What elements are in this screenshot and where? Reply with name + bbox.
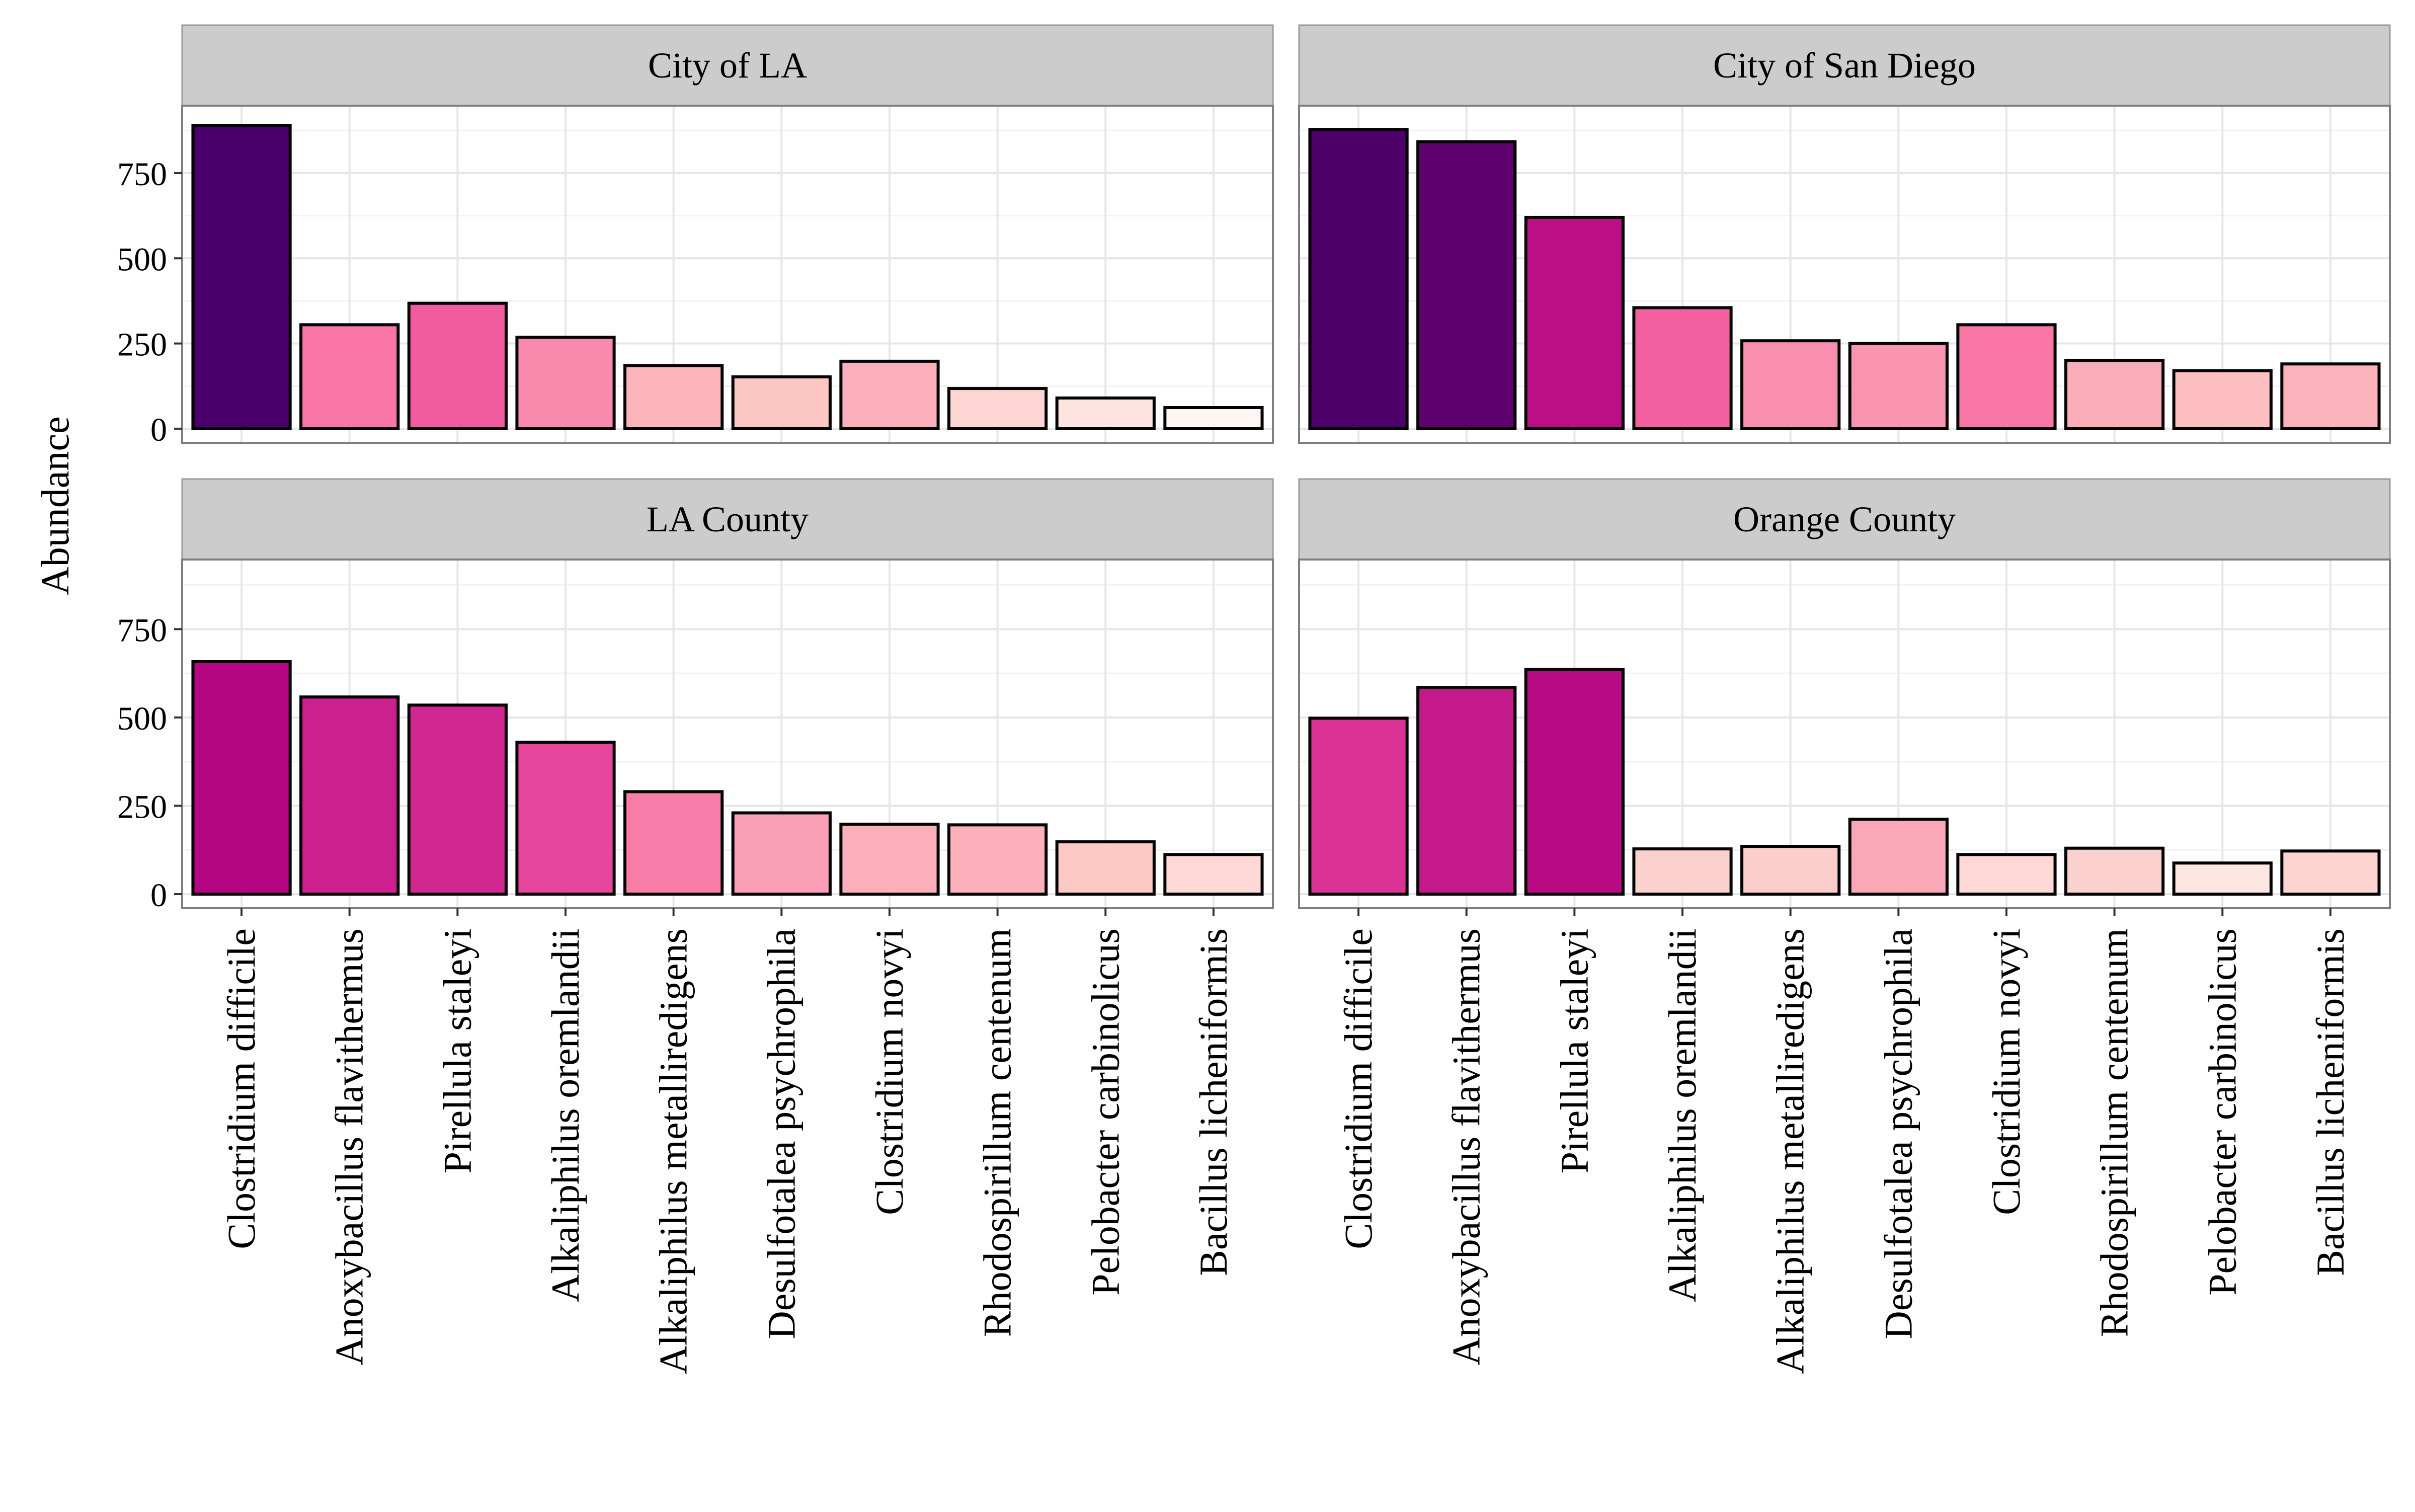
bar-orange-county-7: [2064, 846, 2165, 896]
panel-title-city-of-la: City of LA: [648, 45, 807, 86]
bar-orange-county-6: [1956, 853, 2057, 896]
bar-city-of-la-1: [299, 323, 400, 430]
panel-border-city-of-la: [181, 105, 1274, 444]
x-tick-label-la-county-1: Anoxybacillus flavithermus: [328, 928, 371, 1366]
x-tick-label-orange-county-8: Pelobacter carbinolicus: [2200, 928, 2244, 1296]
bar-orange-county-0: [1308, 717, 1409, 896]
bar-city-of-la-5: [731, 375, 832, 431]
bar-city-of-la-0: [191, 124, 292, 430]
bar-city-of-la-4: [623, 364, 724, 431]
bar-la-county-1: [299, 695, 400, 896]
bar-city-of-san-diego-8: [2172, 369, 2273, 430]
x-tick-label-la-county-7: Rhodospirillum centenum: [976, 928, 1019, 1337]
bar-city-of-la-8: [1055, 396, 1156, 431]
bar-la-county-8: [1055, 840, 1156, 896]
bar-city-of-san-diego-0: [1308, 128, 1409, 430]
bar-orange-county-1: [1416, 686, 1517, 896]
x-tick-label-la-county-3: Alkaliphilus oremlandii: [543, 928, 587, 1302]
x-tick-label-la-county-2: Pirellula staleyi: [435, 928, 479, 1173]
x-tick-label-orange-county-9: Bacillus licheniformis: [2308, 928, 2352, 1276]
x-tick-label-la-county-6: Clostridium novyi: [867, 928, 911, 1215]
panel-title-la-county: LA County: [647, 499, 809, 539]
strip-city-of-san-diego: [1298, 24, 2391, 107]
strip-la-county: [181, 478, 1274, 561]
panel-title-orange-county: Orange County: [1733, 499, 1956, 539]
x-tick-label-orange-county-1: Anoxybacillus flavithermus: [1444, 928, 1488, 1366]
y-tick-label-city-of-la: 0: [150, 412, 167, 448]
x-tick-label-orange-county-2: Pirellula staleyi: [1552, 928, 1596, 1173]
bar-city-of-san-diego-3: [1632, 306, 1733, 430]
bar-city-of-san-diego-9: [2280, 362, 2381, 431]
x-tick-label-orange-county-0: Clostridium difficile: [1336, 928, 1380, 1249]
bar-la-county-2: [407, 703, 508, 896]
bar-city-of-la-6: [839, 359, 940, 430]
x-tick-label-la-county-9: Bacillus licheniformis: [1191, 928, 1235, 1276]
y-tick-label-city-of-la: 500: [117, 241, 167, 278]
bar-orange-county-4: [1740, 845, 1841, 896]
y-tick-label-la-county: 250: [117, 788, 167, 825]
y-axis-label: Abundance: [33, 416, 77, 595]
x-tick-label-la-county-0: Clostridium difficile: [219, 928, 263, 1249]
bar-city-of-la-2: [407, 301, 508, 430]
panel-border-city-of-san-diego: [1298, 105, 2391, 444]
bar-city-of-san-diego-2: [1524, 216, 1625, 430]
x-tick-label-orange-county-6: Clostridium novyi: [1984, 928, 2028, 1215]
bar-orange-county-2: [1524, 668, 1625, 896]
bar-la-county-6: [839, 822, 940, 896]
bar-la-county-3: [515, 741, 616, 896]
bar-city-of-san-diego-6: [1956, 323, 2057, 430]
panel-title-city-of-san-diego: City of San Diego: [1713, 45, 1976, 86]
bar-la-county-4: [623, 790, 724, 896]
bar-la-county-5: [731, 811, 832, 896]
panel-border-orange-county: [1298, 559, 2391, 909]
bar-city-of-la-7: [947, 387, 1048, 430]
y-tick-label-la-county: 750: [117, 612, 167, 649]
strip-city-of-la: [181, 24, 1274, 107]
y-tick-label-la-county: 0: [150, 877, 167, 914]
bar-city-of-san-diego-5: [1848, 342, 1949, 430]
bar-city-of-san-diego-4: [1740, 339, 1841, 431]
x-tick-label-orange-county-4: Alkaliphilus metalliredigens: [1768, 928, 1812, 1374]
bar-orange-county-8: [2172, 861, 2273, 896]
bar-city-of-san-diego-1: [1416, 140, 1517, 430]
x-tick-label-orange-county-5: Desulfotalea psychrophila: [1876, 928, 1920, 1339]
y-tick-label-city-of-la: 750: [117, 156, 167, 193]
bar-city-of-la-9: [1163, 406, 1264, 430]
x-tick-label-la-county-8: Pelobacter carbinolicus: [1083, 928, 1127, 1296]
bar-orange-county-5: [1848, 818, 1949, 896]
x-tick-label-orange-county-7: Rhodospirillum centenum: [2092, 928, 2136, 1337]
y-tick-label-city-of-la: 250: [117, 327, 167, 363]
strip-orange-county: [1298, 478, 2391, 561]
x-tick-label-la-county-4: Alkaliphilus metalliredigens: [652, 928, 695, 1374]
panel-border-la-county: [181, 559, 1274, 909]
y-tick-label-la-county: 500: [117, 700, 167, 737]
bar-la-county-7: [947, 823, 1048, 896]
bar-orange-county-9: [2280, 849, 2381, 896]
x-tick-label-la-county-5: Desulfotalea psychrophila: [759, 928, 803, 1339]
bar-la-county-0: [191, 660, 292, 896]
bar-city-of-la-3: [515, 336, 616, 430]
x-tick-label-orange-county-3: Alkaliphilus oremlandii: [1660, 928, 1704, 1302]
bar-orange-county-3: [1632, 847, 1733, 896]
bar-city-of-san-diego-7: [2064, 359, 2165, 430]
bar-la-county-9: [1163, 853, 1264, 896]
